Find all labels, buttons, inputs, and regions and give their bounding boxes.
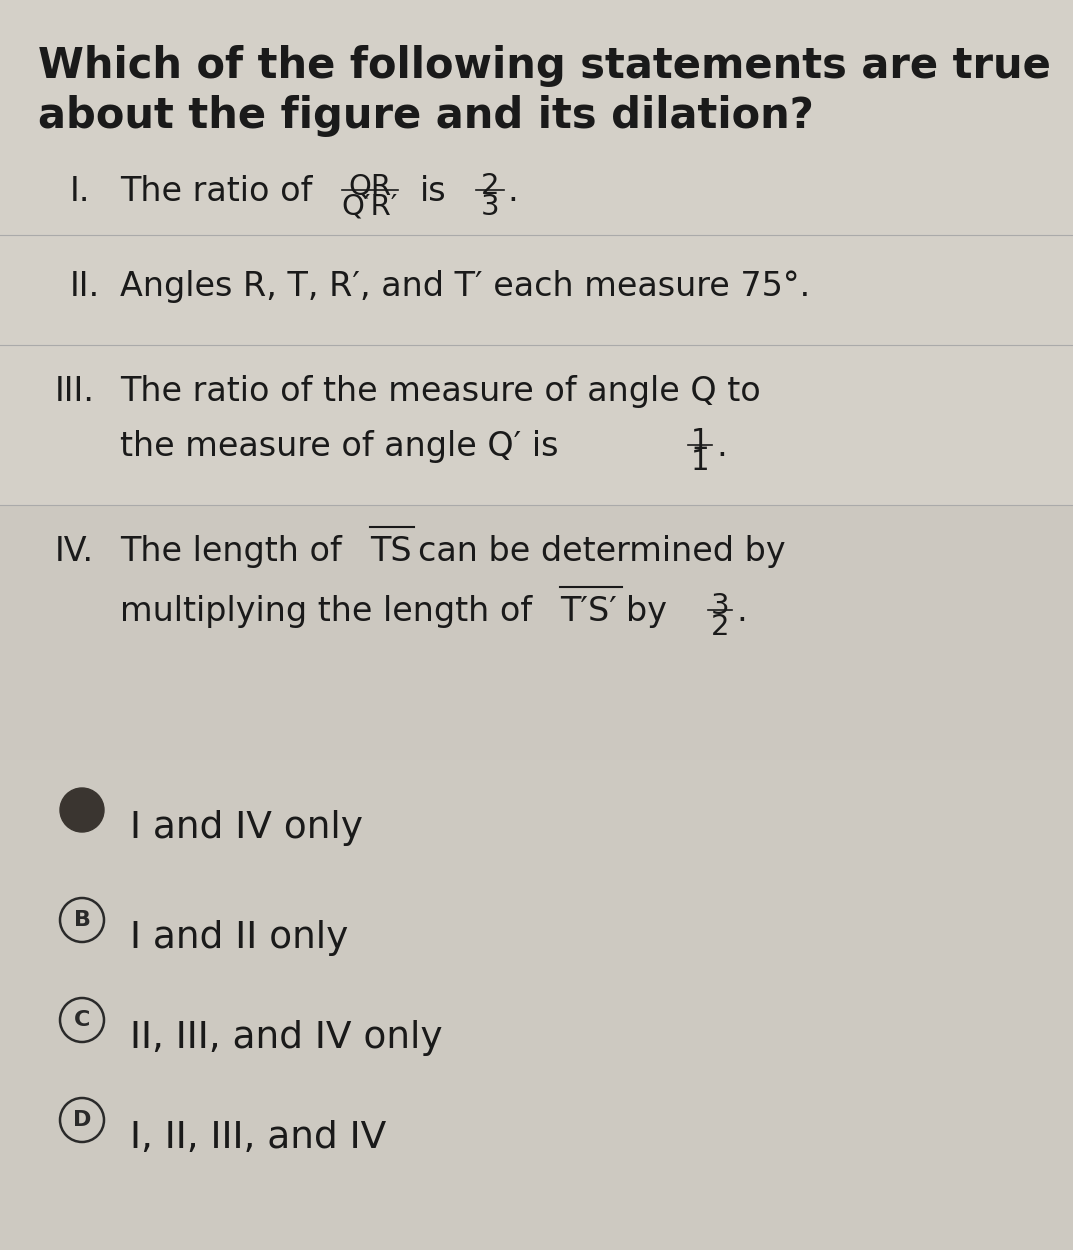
- Text: is: is: [420, 175, 446, 208]
- Text: can be determined by: can be determined by: [418, 535, 785, 568]
- Text: II.: II.: [70, 270, 100, 302]
- Text: 1: 1: [691, 448, 709, 476]
- Text: Angles R, T, R′, and T′ each measure 75°.: Angles R, T, R′, and T′ each measure 75°…: [120, 270, 810, 302]
- Text: III.: III.: [55, 375, 95, 408]
- Text: D: D: [73, 1110, 91, 1130]
- Circle shape: [60, 788, 104, 832]
- Text: The ratio of: The ratio of: [120, 175, 312, 208]
- Bar: [0, 0, 1073, 760]
- Text: .: .: [736, 595, 747, 628]
- Text: C: C: [74, 1010, 90, 1030]
- Text: QR: QR: [349, 173, 392, 200]
- Text: I and IV only: I and IV only: [130, 810, 363, 846]
- Text: IV.: IV.: [55, 535, 94, 568]
- Text: 2: 2: [710, 612, 730, 641]
- Text: by: by: [626, 595, 667, 628]
- Text: .: .: [716, 430, 726, 462]
- Text: 2: 2: [481, 173, 499, 200]
- Text: the measure of angle Q′ is: the measure of angle Q′ is: [120, 430, 559, 462]
- Bar: [0, 760, 1073, 1250]
- Text: I and II only: I and II only: [130, 920, 349, 956]
- Text: 1: 1: [691, 428, 709, 455]
- Text: 3: 3: [710, 592, 730, 620]
- Text: .: .: [508, 175, 518, 208]
- Text: I.: I.: [70, 175, 90, 208]
- Text: I, II, III, and IV: I, II, III, and IV: [130, 1120, 386, 1156]
- Text: II, III, and IV only: II, III, and IV only: [130, 1020, 443, 1056]
- Text: 3: 3: [481, 192, 499, 221]
- Text: Which of the following statements are true: Which of the following statements are tr…: [38, 45, 1050, 88]
- Text: multiplying the length of: multiplying the length of: [120, 595, 532, 628]
- Text: about the figure and its dilation?: about the figure and its dilation?: [38, 95, 814, 138]
- Text: B: B: [73, 910, 90, 930]
- Text: TS: TS: [370, 535, 412, 568]
- Text: The ratio of the measure of angle Q to: The ratio of the measure of angle Q to: [120, 375, 761, 408]
- Text: Q′R′: Q′R′: [342, 192, 398, 221]
- Bar: [0, 505, 1073, 760]
- Text: T′S′: T′S′: [560, 595, 617, 628]
- Text: The length of: The length of: [120, 535, 341, 568]
